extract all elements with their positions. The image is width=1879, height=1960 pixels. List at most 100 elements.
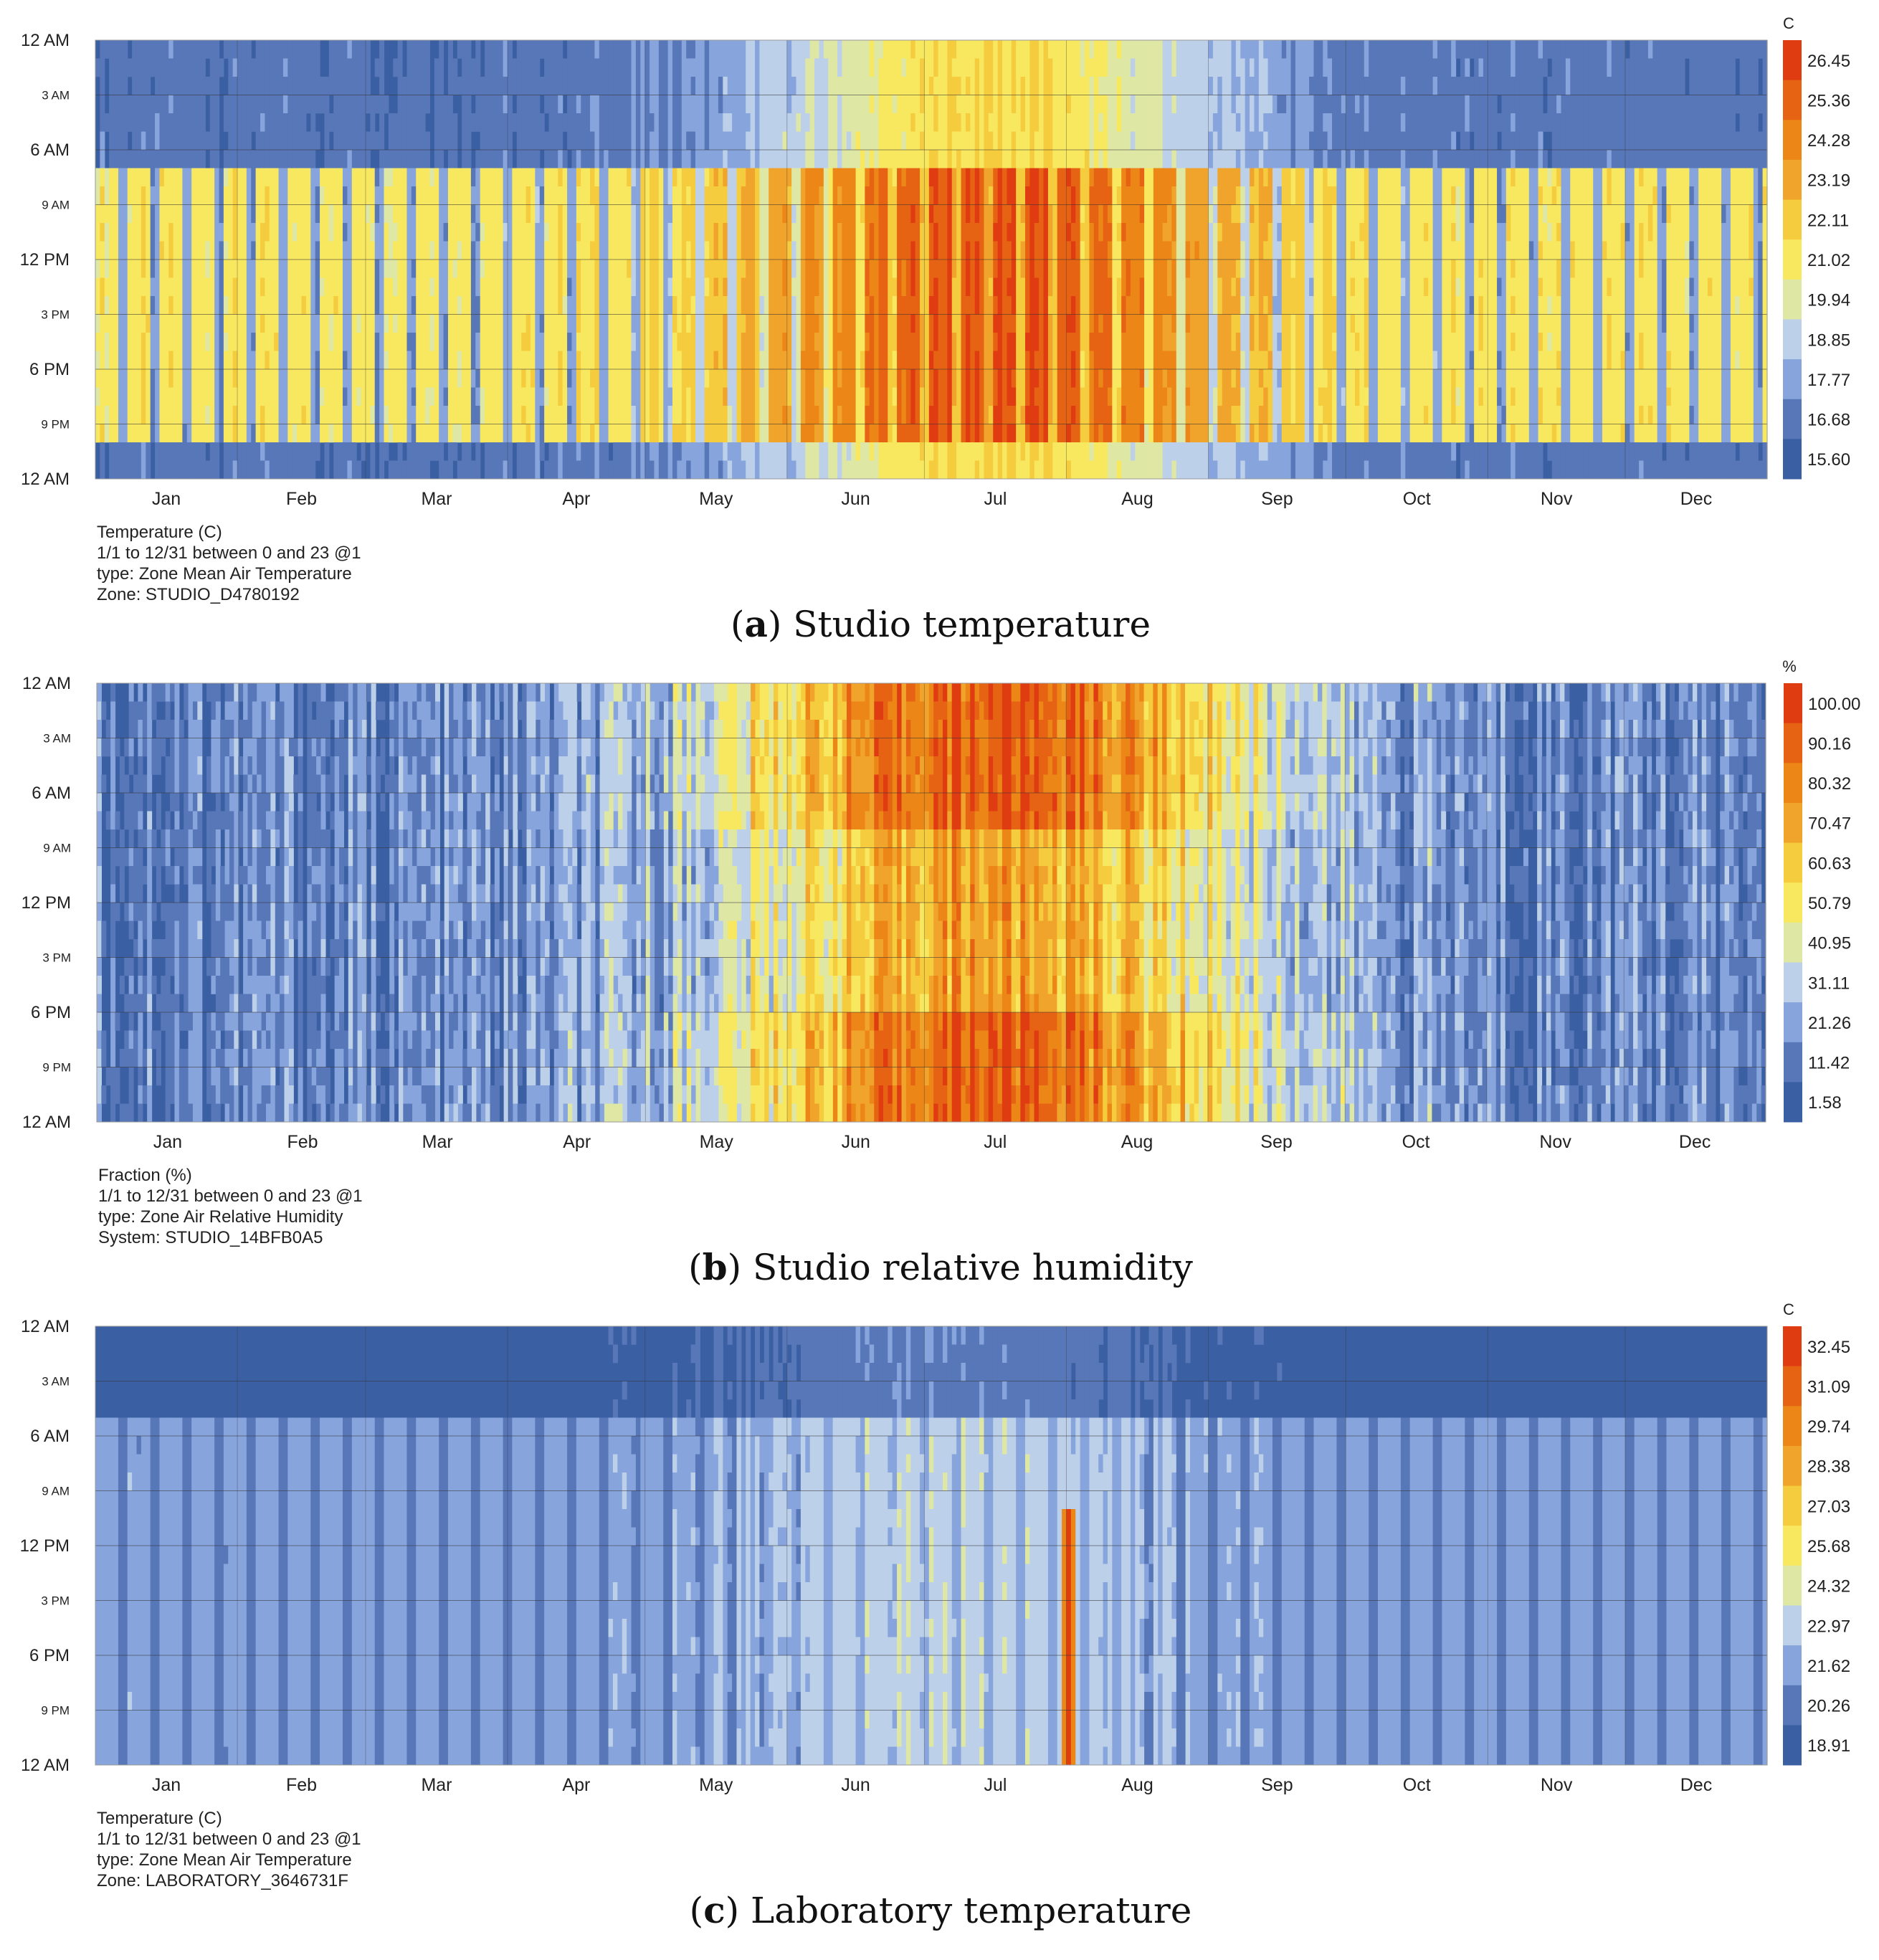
heatmap-cell xyxy=(234,884,239,903)
heatmap-cell xyxy=(714,1085,720,1123)
heatmap-cell xyxy=(447,442,453,480)
heatmap-cell xyxy=(412,738,418,757)
heatmap-cell xyxy=(489,168,495,443)
month-tick-label: Sep xyxy=(1261,489,1293,509)
heatmap-cell xyxy=(97,720,102,738)
heatmap-cell xyxy=(1680,168,1685,443)
heatmap-cell xyxy=(581,683,587,720)
heatmap-cell xyxy=(1034,811,1040,830)
heatmap-cell xyxy=(485,1030,491,1067)
heatmap-cell xyxy=(1354,369,1360,406)
heatmap-cell xyxy=(1015,701,1021,738)
heatmap-cell xyxy=(1126,442,1131,480)
heatmap-cell xyxy=(828,168,834,443)
heatmap-cell xyxy=(1047,40,1053,59)
heatmap-cell xyxy=(786,40,792,114)
heatmap-cell xyxy=(384,351,389,370)
heatmap-cell xyxy=(1511,296,1516,315)
heatmap-cell xyxy=(179,903,184,994)
heatmap-cell xyxy=(769,847,774,867)
heatmap-cell xyxy=(265,369,270,443)
heatmap-cell xyxy=(713,168,719,187)
heatmap-cell xyxy=(251,260,257,333)
heatmap-cell xyxy=(288,847,294,867)
heatmap-cell xyxy=(1176,920,1181,940)
heatmap-cell xyxy=(860,442,865,480)
heatmap-cell xyxy=(1515,442,1521,480)
heatmap-cell xyxy=(562,296,568,315)
heatmap-cell xyxy=(874,847,880,867)
heatmap-cell xyxy=(343,241,348,351)
heatmap-cell xyxy=(1066,113,1072,168)
heatmap-cell xyxy=(947,994,953,1013)
heatmap-cell xyxy=(1052,866,1057,885)
heatmap-cell xyxy=(755,168,761,443)
heatmap-cell xyxy=(691,884,697,903)
heatmap-cell xyxy=(796,168,801,443)
heatmap-cell xyxy=(301,168,307,297)
heatmap-cell xyxy=(1139,957,1145,976)
heatmap-cell xyxy=(627,1049,632,1067)
heatmap-cell xyxy=(1139,1012,1145,1086)
heatmap-cell xyxy=(814,720,820,738)
heatmap-cell xyxy=(1121,406,1127,424)
heatmap-cell xyxy=(814,406,820,424)
heatmap-cell xyxy=(389,903,395,994)
heatmap-cell xyxy=(298,738,303,757)
heatmap-cell xyxy=(714,683,720,702)
heatmap-cell xyxy=(1112,442,1118,480)
heatmap-cell xyxy=(406,351,412,443)
heatmap-cell xyxy=(865,40,870,168)
heatmap-cell xyxy=(526,1067,532,1086)
heatmap-cell xyxy=(1392,40,1397,168)
heatmap-cell xyxy=(316,866,322,885)
heatmap-cell xyxy=(718,884,724,903)
heatmap-cell xyxy=(1024,811,1030,830)
heatmap-cell xyxy=(576,442,581,461)
heatmap-cell xyxy=(1423,424,1429,443)
heatmap-cell xyxy=(1662,223,1668,260)
heatmap-cell xyxy=(1162,40,1168,168)
heatmap-cell xyxy=(357,793,363,812)
heatmap-cell xyxy=(95,168,100,205)
heatmap-cell xyxy=(1089,77,1095,168)
heatmap-cell xyxy=(365,223,371,443)
heatmap-cell xyxy=(1015,1049,1021,1067)
heatmap-cell xyxy=(668,1030,674,1050)
heatmap-cell xyxy=(1689,260,1695,278)
heatmap-cell xyxy=(548,40,554,168)
heatmap-cell xyxy=(668,1085,674,1104)
heatmap-cell xyxy=(325,957,330,976)
heatmap-cell xyxy=(1281,58,1287,95)
heatmap-cell xyxy=(334,1030,340,1050)
heatmap-cell xyxy=(1111,847,1117,867)
heatmap-cell xyxy=(100,186,105,205)
heatmap-cell xyxy=(101,701,107,720)
heatmap-cell xyxy=(786,113,792,168)
heatmap-cell xyxy=(270,683,276,702)
heatmap-cell xyxy=(406,168,412,333)
heatmap-cell xyxy=(494,847,500,903)
heatmap-cell xyxy=(974,40,980,59)
heatmap-cell xyxy=(695,1049,701,1123)
heatmap-cell xyxy=(668,1067,674,1086)
heatmap-cell xyxy=(796,774,801,794)
heatmap-cell xyxy=(1126,40,1131,168)
heatmap-cell xyxy=(184,903,189,1031)
heatmap-cell xyxy=(316,1103,322,1123)
heatmap-cell xyxy=(394,1030,399,1050)
heatmap-cell xyxy=(238,720,244,738)
heatmap-cell xyxy=(846,442,852,461)
heatmap-cell xyxy=(686,40,692,59)
heatmap-cell xyxy=(993,314,999,333)
heatmap-cell xyxy=(751,1030,756,1050)
heatmap-cell xyxy=(234,903,239,940)
heatmap-cell xyxy=(855,866,861,885)
heatmap-cell xyxy=(544,223,550,242)
heatmap-cell xyxy=(681,168,687,443)
heatmap-cell xyxy=(310,40,316,168)
heatmap-cell xyxy=(1011,811,1017,830)
heatmap-cell xyxy=(292,168,298,224)
heatmap-cell xyxy=(393,58,399,77)
heatmap-cell xyxy=(928,976,934,1013)
